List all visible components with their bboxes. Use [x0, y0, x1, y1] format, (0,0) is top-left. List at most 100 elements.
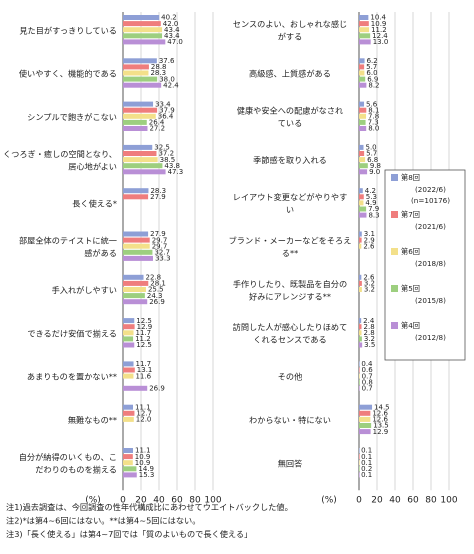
data-label: 5.0	[366, 144, 377, 152]
bar	[359, 237, 362, 243]
bar	[123, 64, 149, 70]
bar	[359, 126, 367, 131]
bar	[123, 466, 137, 472]
data-label: 13.1	[137, 366, 153, 374]
data-label: 43.4	[164, 32, 180, 40]
bar	[359, 448, 360, 453]
bar	[359, 243, 362, 249]
data-label: 11.1	[135, 403, 151, 411]
bar	[359, 58, 365, 64]
bar	[359, 379, 360, 385]
category-label: 居心地がよい	[68, 161, 117, 171]
legend-label: 第6回	[401, 247, 420, 256]
legend-date: (2012/8)	[415, 333, 446, 342]
data-label: 0.6	[362, 366, 374, 374]
data-label: 8.0	[368, 125, 379, 133]
data-label: 11.7	[136, 360, 152, 368]
legend-label: 第5回	[401, 284, 420, 293]
data-label: 2.6	[363, 274, 375, 282]
bar	[359, 15, 369, 20]
bar	[359, 64, 365, 70]
x-tick-label: 80	[425, 495, 437, 505]
data-label: 10.9	[135, 453, 151, 461]
category-label: 感がある	[84, 248, 117, 258]
bar	[123, 274, 144, 280]
data-label: 38.0	[159, 75, 175, 83]
data-label: 0.7	[362, 385, 373, 393]
bar	[359, 76, 366, 82]
x-tick-label: 80	[189, 495, 201, 505]
bar	[359, 324, 362, 330]
category-label: る**	[282, 248, 298, 258]
category-label: 好みにアレンジする**	[249, 291, 331, 301]
bar	[123, 249, 153, 255]
bar	[359, 318, 362, 324]
data-label: 27.9	[150, 230, 166, 238]
bar	[359, 460, 360, 466]
category-label: 見た目がすっきりしている	[19, 25, 117, 35]
bar	[123, 113, 156, 119]
legend-sample-size: (n=10176)	[411, 196, 450, 205]
data-label: 4.2	[365, 187, 376, 195]
data-label: 7.9	[368, 205, 379, 213]
x-tick-label: 100	[440, 495, 457, 505]
bar	[359, 454, 360, 460]
category-label: 使いやすく、機能的である	[19, 69, 117, 79]
bar	[359, 330, 362, 336]
bar	[359, 119, 366, 125]
data-label: 5.7	[366, 63, 377, 71]
legend-label: 第7回	[401, 210, 420, 219]
bar	[123, 448, 133, 453]
x-tick-label: 100	[204, 495, 221, 505]
data-label: 22.8	[146, 274, 162, 282]
legend-swatch	[391, 248, 398, 255]
bar	[123, 21, 161, 27]
data-label: 3.2	[364, 280, 375, 288]
data-label: 11.7	[136, 329, 152, 337]
bar	[359, 361, 360, 367]
legend-date: (2021/6)	[415, 222, 446, 231]
data-label: 6.9	[367, 75, 378, 83]
bar	[359, 287, 362, 292]
data-label: 11.6	[135, 372, 151, 380]
category-label: 無回答	[278, 458, 303, 468]
category-label: 自分が納得のいくもの、こ	[19, 452, 117, 462]
data-label: 28.8	[151, 63, 167, 71]
bar	[359, 423, 372, 428]
data-label: 26.9	[149, 298, 165, 306]
bar	[359, 144, 364, 150]
x-tick-label: 0	[356, 495, 362, 505]
data-label: 8.1	[368, 106, 379, 114]
category-label: 訪問した人が感心したりほめて	[233, 322, 348, 332]
legend-date: (2018/8)	[415, 259, 446, 268]
bar	[359, 151, 365, 156]
data-label: 8.2	[368, 81, 379, 89]
bar	[359, 27, 370, 33]
bar	[359, 342, 363, 348]
data-label: 5.3	[366, 193, 377, 201]
bar	[123, 107, 158, 113]
data-label: 42.0	[163, 20, 179, 28]
category-label: がする	[278, 32, 303, 42]
bar	[359, 33, 371, 39]
data-label: 10.4	[370, 14, 386, 22]
data-label: 12.6	[372, 416, 388, 424]
bar	[359, 385, 360, 391]
category-label: 無難なもの**	[68, 415, 117, 425]
data-label: 12.5	[136, 317, 152, 325]
data-label: 11.1	[135, 447, 151, 455]
legend-swatch	[391, 211, 398, 218]
legend-box	[384, 169, 466, 361]
bar	[123, 336, 134, 342]
category-label: くつろぎ・癒しの空間となり、	[3, 149, 117, 159]
bar	[359, 472, 360, 478]
x-tick-label: 20	[135, 495, 147, 505]
bar	[123, 194, 149, 200]
data-label: 12.0	[136, 416, 152, 424]
data-label: 29.7	[152, 242, 168, 250]
data-label: 2.8	[364, 323, 375, 331]
category-label: 手入れがしやすい	[52, 285, 117, 295]
data-label: 32.7	[154, 249, 170, 257]
bar	[123, 119, 147, 125]
